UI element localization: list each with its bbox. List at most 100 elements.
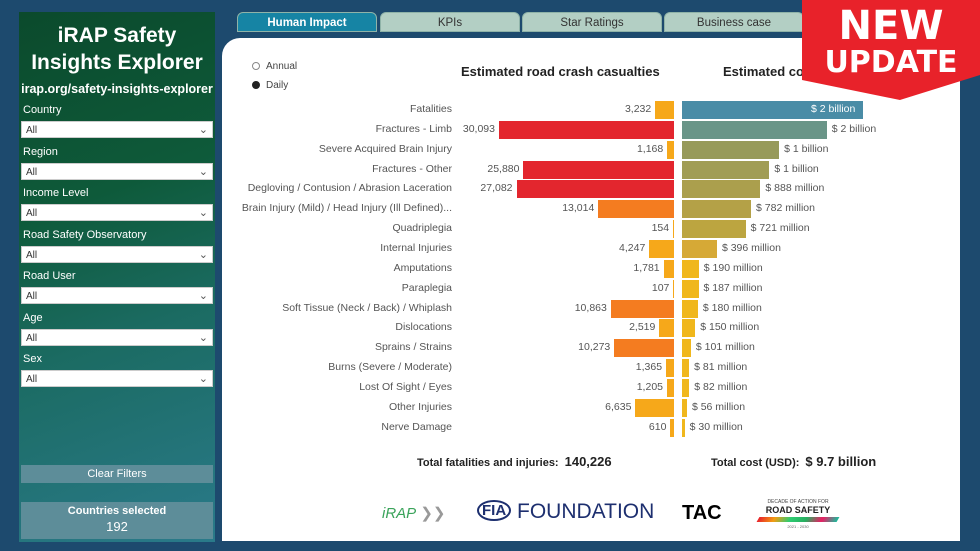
radio-annual[interactable]: Annual: [252, 61, 297, 72]
chart-row: Other Injuries 6,635 $ 56 million: [222, 398, 960, 417]
countries-selected-value: 192: [106, 519, 128, 534]
cost-bar[interactable]: [682, 279, 699, 298]
category-label: Severe Acquired Brain Injury: [318, 142, 452, 155]
casualty-value-label: 1,205: [636, 380, 663, 393]
tab-kpis[interactable]: KPIs: [380, 12, 520, 32]
main-panel: Annual Daily Estimated road crash casual…: [222, 38, 960, 541]
filter-dropdown[interactable]: All ⌄: [21, 162, 213, 180]
filter-dropdown[interactable]: All ⌄: [21, 245, 213, 263]
filter-label: Sex: [23, 353, 42, 365]
chart-row: Sprains / Strains 10,273 $ 101 million: [222, 339, 960, 358]
casualty-bar[interactable]: [635, 398, 674, 417]
tab-star-ratings[interactable]: Star Ratings: [522, 12, 662, 32]
casualty-bar[interactable]: [649, 239, 674, 258]
casualty-bar[interactable]: [499, 120, 674, 139]
chart-row: Fractures - Limb 30,093 $ 2 billion: [222, 120, 960, 139]
radio-label: Annual: [266, 61, 298, 72]
filter-dropdown[interactable]: All ⌄: [21, 328, 213, 346]
cost-value-label: $ 30 million: [689, 420, 743, 433]
casualty-value-label: 1,168: [636, 142, 664, 155]
filter-value: All: [26, 291, 38, 302]
new-update-badge: NEW UPDATE: [802, 0, 980, 100]
casualty-bar[interactable]: [663, 259, 674, 278]
category-label: Sprains / Strains: [374, 341, 452, 354]
chart-row: Soft Tissue (Neck / Back) / Whiplash 10,…: [222, 299, 960, 318]
cost-value-label: $ 101 million: [695, 341, 755, 354]
cost-bar[interactable]: [682, 101, 863, 119]
tac-logo: TAC: [682, 502, 722, 524]
cost-bar[interactable]: [682, 220, 746, 239]
casualty-bar[interactable]: [673, 220, 674, 239]
filter-dropdown[interactable]: All ⌄: [21, 204, 213, 221]
tab-business-case[interactable]: Business case: [664, 12, 804, 32]
cost-bar[interactable]: [682, 120, 827, 139]
casualty-bar[interactable]: [670, 418, 674, 437]
casualty-value-label: 30,093: [462, 122, 495, 135]
category-label: Soft Tissue (Neck / Back) / Whiplash: [282, 301, 452, 314]
casualty-value-label: 25,880: [487, 162, 520, 175]
casualty-bar[interactable]: [614, 339, 674, 358]
chart-row: Nerve Damage 610 $ 30 million: [222, 418, 960, 437]
chart-row: Burns (Severe / Moderate) 1,365 $ 81 mil…: [222, 359, 960, 378]
irap-logo: iRAP ❯❯: [382, 505, 446, 522]
cost-bar[interactable]: [682, 239, 717, 258]
cost-value-label: $ 56 million: [691, 400, 746, 413]
chevron-down-icon: ⌄: [198, 124, 208, 136]
cost-bar[interactable]: [682, 319, 696, 338]
chart-row: Degloving / Contusion / Abrasion Lacerat…: [222, 180, 960, 199]
app-title: iRAP Safety Insights Explorer: [31, 24, 203, 74]
casualty-value-label: 4,247: [619, 241, 646, 254]
filter-value: All: [26, 332, 38, 344]
chevron-down-icon: ⌄: [198, 331, 208, 344]
radio-selected-icon: [252, 81, 260, 89]
casualty-bar[interactable]: [673, 279, 674, 298]
cost-bar[interactable]: [682, 398, 687, 417]
cost-value-label: $ 187 million: [703, 281, 763, 294]
cost-value-label: $ 1 billion: [784, 142, 829, 155]
chart-row: Severe Acquired Brain Injury 1,168 $ 1 b…: [222, 140, 960, 159]
filter-label: Age: [23, 311, 43, 324]
casualty-bar[interactable]: [666, 378, 674, 397]
filter-dropdown[interactable]: All ⌄: [21, 287, 213, 304]
cost-bar[interactable]: [682, 339, 691, 358]
category-label: Amputations: [393, 261, 452, 274]
cost-bar[interactable]: [682, 140, 780, 159]
category-label: Fatalities: [409, 103, 452, 115]
filter-label: Country: [23, 104, 62, 116]
cost-bar[interactable]: [682, 160, 770, 179]
tab-human-impact[interactable]: Human Impact: [237, 12, 377, 32]
casualty-bar[interactable]: [667, 140, 674, 159]
chevron-down-icon: ⌄: [198, 165, 208, 178]
casualty-bar[interactable]: [610, 299, 674, 318]
chart-row: Lost Of Sight / Eyes 1,205 $ 82 million: [222, 378, 960, 397]
casualty-bar[interactable]: [598, 200, 674, 219]
radio-circle-icon: [252, 62, 260, 70]
chart-row: Fatalities 3,232 $ 2 billion: [222, 101, 960, 119]
app-url[interactable]: irap.org/safety-insights-explorer: [21, 82, 213, 96]
cost-value-label: $ 82 million: [694, 380, 748, 393]
casualty-bar[interactable]: [666, 359, 674, 378]
cost-bar[interactable]: [682, 299, 698, 318]
cost-bar[interactable]: [682, 359, 690, 378]
decade-road-safety-logo: DECADE OF ACTION FOR ROAD SAFETY 2021 - …: [752, 499, 844, 529]
casualty-value-label: 10,273: [578, 341, 611, 354]
cost-bar[interactable]: [682, 418, 685, 437]
casualty-bar[interactable]: [516, 180, 674, 199]
casualty-value-label: 107: [651, 281, 670, 294]
filter-label: Road Safety Observatory: [23, 228, 147, 241]
cost-bar[interactable]: [682, 259, 699, 278]
cost-bar[interactable]: [682, 378, 690, 397]
filter-sidebar: iRAP Safety Insights Explorer irap.org/s…: [19, 12, 215, 542]
cost-bar[interactable]: [682, 200, 752, 219]
chart-row: Dislocations 2,519 $ 150 million: [222, 319, 960, 338]
countries-selected-label: Countries selected: [67, 505, 167, 517]
filter-dropdown[interactable]: All ⌄: [21, 370, 213, 387]
cost-bar[interactable]: [682, 180, 761, 199]
clear-filters-button[interactable]: Clear Filters: [21, 465, 213, 483]
casualty-bar[interactable]: [655, 101, 674, 119]
radio-daily[interactable]: Daily: [252, 80, 288, 91]
casualty-bar[interactable]: [523, 160, 674, 179]
filter-label: Region: [23, 145, 58, 158]
filter-dropdown[interactable]: All ⌄: [21, 121, 213, 138]
casualty-bar[interactable]: [659, 319, 674, 338]
